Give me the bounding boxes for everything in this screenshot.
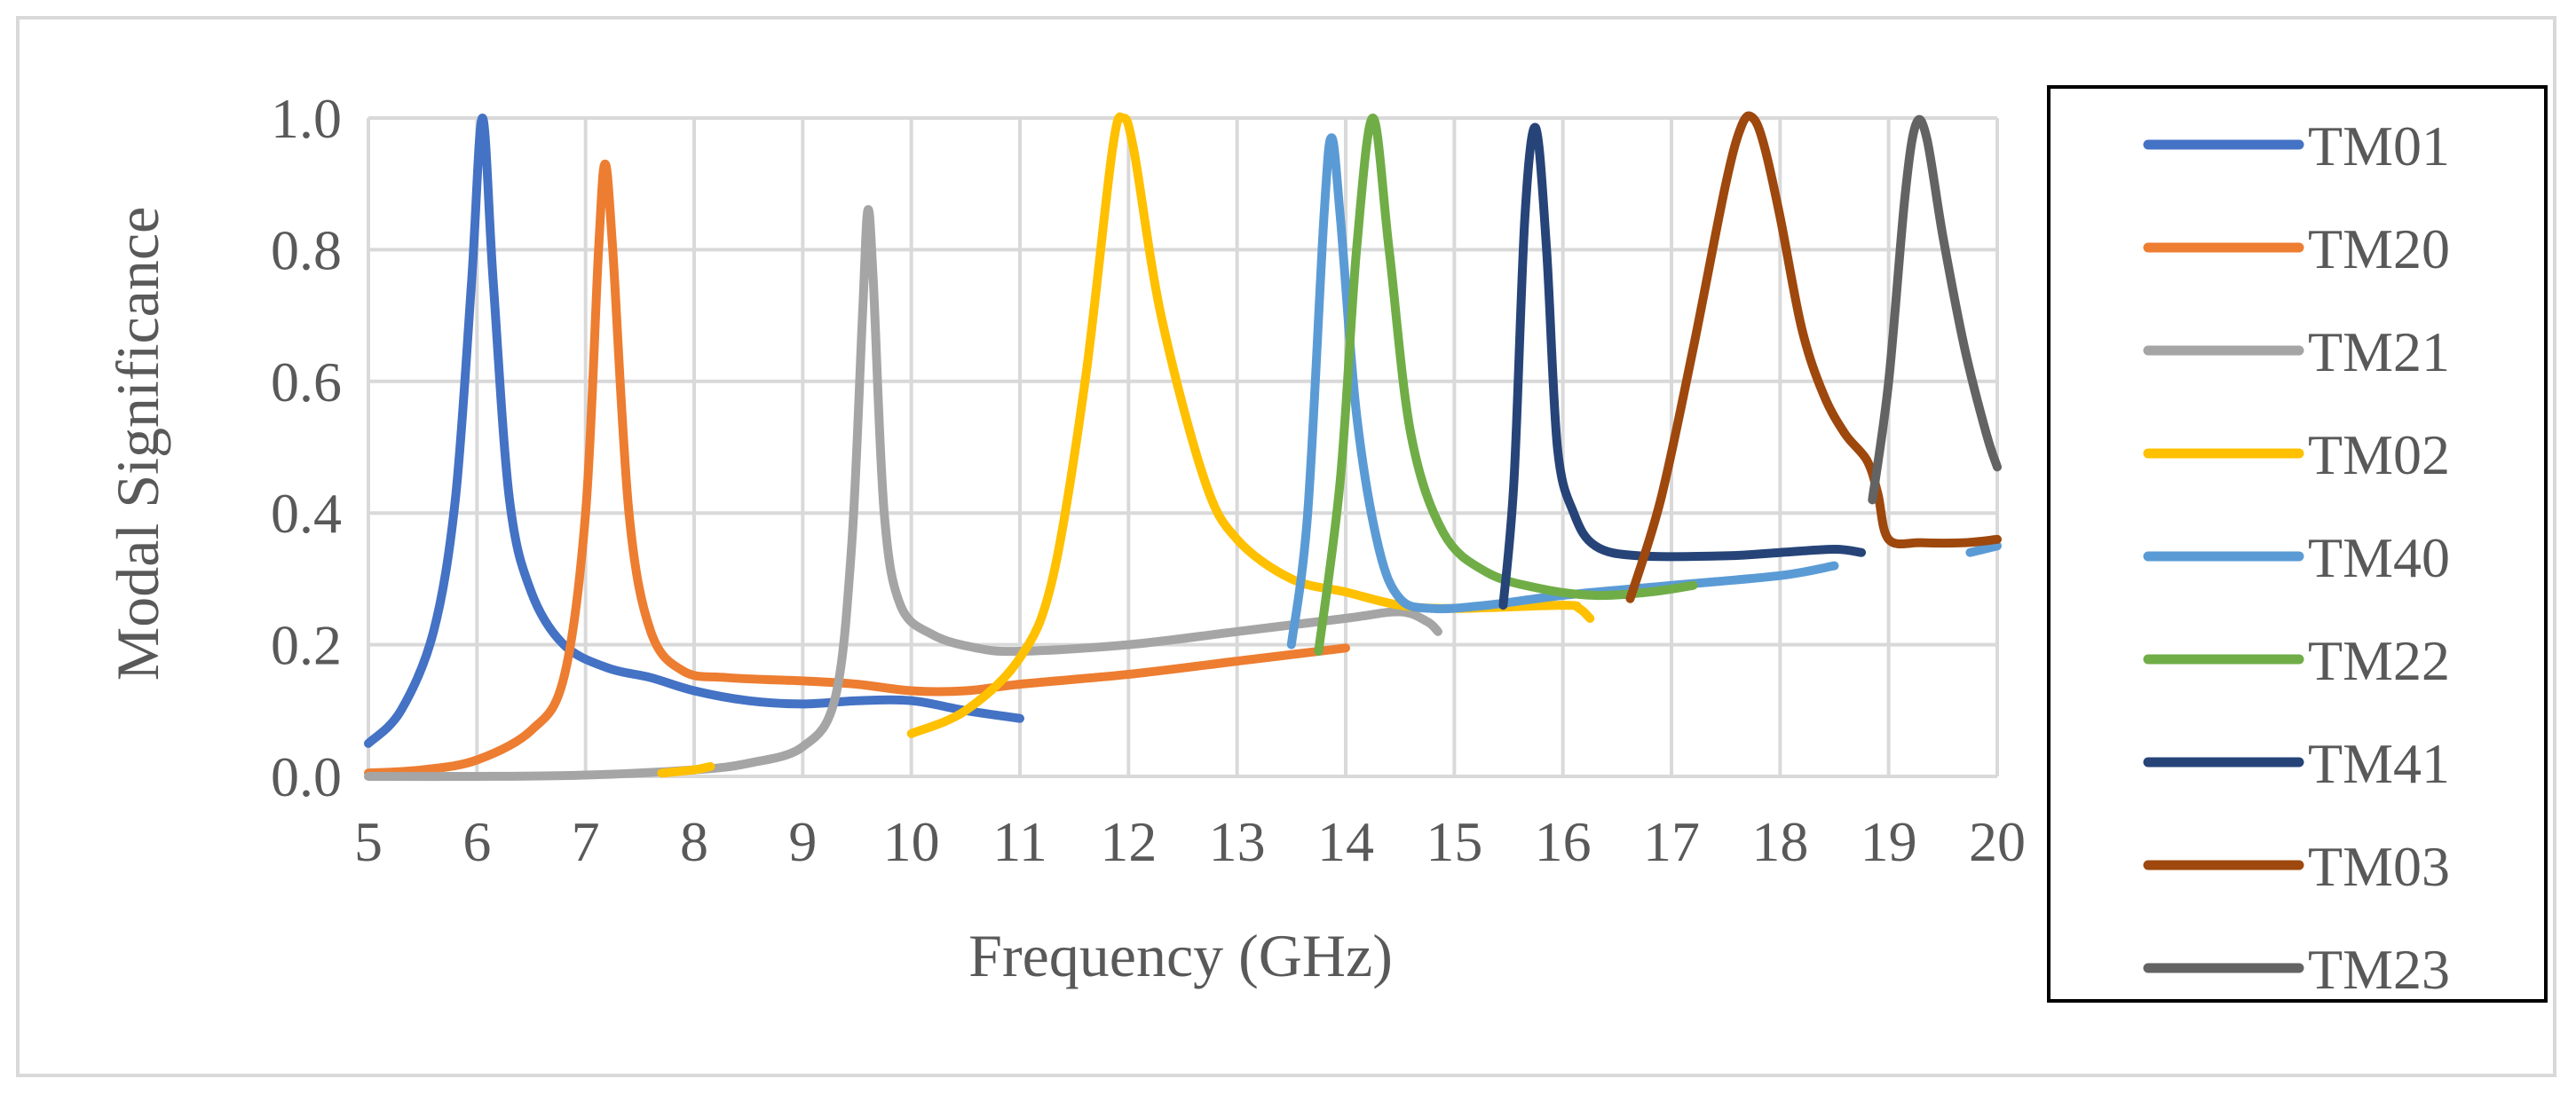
legend-label-tm20: TM20 xyxy=(2308,217,2450,280)
series-line-tm40-part-2 xyxy=(1965,541,2002,557)
x-tick-label: 10 xyxy=(883,810,940,873)
series-line-tm41 xyxy=(1498,122,1867,610)
series-tm23 xyxy=(1868,114,2002,505)
y-tick-label: 0.0 xyxy=(271,745,342,808)
x-tick-label: 7 xyxy=(572,810,600,873)
x-tick-label: 8 xyxy=(680,810,708,873)
legend-entry-tm03: TM03 xyxy=(2143,835,2450,898)
x-tick-label: 17 xyxy=(1643,810,1700,873)
x-tick-label: 14 xyxy=(1317,810,1374,873)
axis-ticks: 5 6 7 8 9 10 11 12 13 14 15 16 17 18 19 20 0.0 0.2 0.4 0.6 0… xyxy=(271,87,2026,873)
legend-box xyxy=(2047,85,2548,1003)
y-tick-label: 0.4 xyxy=(271,482,342,545)
x-tick-label: 6 xyxy=(462,810,491,873)
legend-entry-tm22: TM22 xyxy=(2143,629,2450,692)
legend-entry-tm41: TM41 xyxy=(2143,732,2450,795)
plot-area xyxy=(364,111,2002,782)
series-tm20 xyxy=(364,159,1350,778)
series-tm22 xyxy=(1314,114,1698,656)
series-line-tm20 xyxy=(364,159,1350,778)
legend-label-tm41: TM41 xyxy=(2308,732,2450,795)
legend-label-tm01: TM01 xyxy=(2308,114,2450,177)
y-axis-label: Modal Significance xyxy=(104,207,171,681)
series-line-tm01 xyxy=(364,114,1024,748)
series-tm41 xyxy=(1498,122,1867,610)
series-line-tm02-part-1 xyxy=(657,761,715,778)
x-tick-label: 15 xyxy=(1426,810,1482,873)
legend: TM01 TM20 TM21 TM02 TM40 TM22 TM41 TM03 TM23 xyxy=(2143,114,2450,1001)
y-tick-label: 0.8 xyxy=(271,218,342,281)
y-tick-label: 0.2 xyxy=(271,614,342,677)
legend-label-tm40: TM40 xyxy=(2308,526,2450,589)
y-tick-label: 0.6 xyxy=(271,350,342,413)
legend-entry-tm21: TM21 xyxy=(2143,320,2450,383)
legend-entry-tm23: TM23 xyxy=(2143,938,2450,1001)
x-axis-label: Frequency (GHz) xyxy=(968,922,1393,989)
legend-label-tm22: TM22 xyxy=(2308,629,2450,692)
x-tick-label: 11 xyxy=(992,810,1047,873)
y-tick-label: 1.0 xyxy=(271,87,342,150)
legend-label-tm21: TM21 xyxy=(2308,320,2450,383)
legend-entry-tm20: TM20 xyxy=(2143,217,2450,280)
x-tick-label: 20 xyxy=(1969,810,2026,873)
legend-label-tm02: TM02 xyxy=(2308,423,2450,486)
x-tick-label: 18 xyxy=(1751,810,1808,873)
x-tick-label: 13 xyxy=(1209,810,1266,873)
legend-entry-tm02: TM02 xyxy=(2143,423,2450,486)
series-tm03 xyxy=(1625,111,2002,603)
series-line-tm03 xyxy=(1625,111,2002,603)
legend-label-tm03: TM03 xyxy=(2308,835,2450,898)
legend-label-tm23: TM23 xyxy=(2308,938,2450,1001)
x-tick-label: 12 xyxy=(1100,810,1157,873)
series-line-tm23 xyxy=(1868,114,2002,505)
x-tick-label: 16 xyxy=(1535,810,1592,873)
legend-entry-tm01: TM01 xyxy=(2143,114,2450,177)
x-tick-label: 9 xyxy=(788,810,817,873)
x-tick-label: 19 xyxy=(1861,810,1917,873)
legend-entry-tm40: TM40 xyxy=(2143,526,2450,589)
series-line-tm22 xyxy=(1314,114,1698,656)
series-tm01 xyxy=(364,114,1024,748)
x-tick-label: 5 xyxy=(354,810,383,873)
